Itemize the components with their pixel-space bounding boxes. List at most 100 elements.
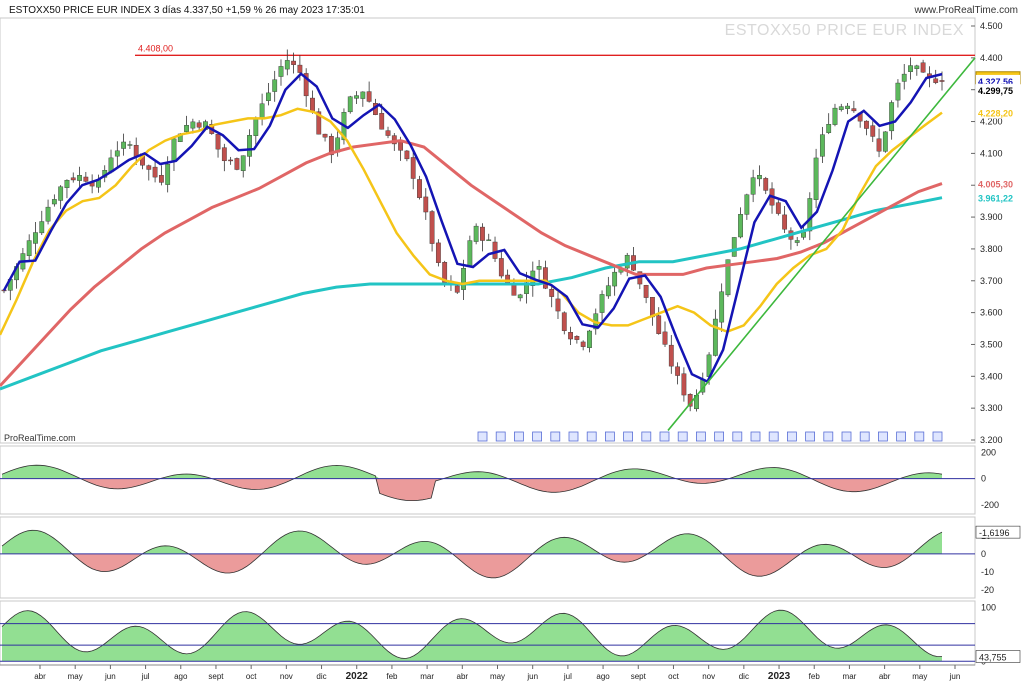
y-tick-label: 3.700: [980, 276, 1003, 286]
dividend-icon: [605, 431, 615, 442]
candle-body: [354, 95, 359, 99]
candle-body: [624, 254, 630, 269]
candle-body: [681, 373, 687, 396]
candle-body: [662, 331, 668, 345]
dividend-icon: [768, 431, 779, 442]
dividend-icon: [859, 431, 870, 442]
candle-body: [574, 336, 580, 340]
dividend-icon: [641, 431, 652, 442]
x-tick-label: jul: [563, 672, 572, 681]
dividend-icon: [696, 431, 706, 442]
dividend-icon: [714, 431, 724, 442]
candle-body: [328, 135, 334, 156]
candle-body: [757, 175, 762, 180]
candle-body: [712, 318, 718, 356]
candle-body: [933, 78, 939, 83]
candle-body: [379, 113, 385, 130]
candle-body: [240, 155, 246, 171]
candle-body: [668, 344, 674, 367]
candle-body: [775, 202, 781, 214]
osc-tick-label: 200: [981, 447, 996, 457]
x-tick-label: mar: [420, 672, 434, 681]
y-tick-label: 4.200: [980, 117, 1003, 127]
x-tick-label: abr: [457, 672, 469, 681]
candle-body: [64, 179, 70, 188]
x-tick-label: ago: [596, 672, 610, 681]
ma-yellow-line: [0, 107, 943, 336]
dividend-icon: [568, 431, 579, 442]
candle-body: [284, 60, 290, 70]
candle-body: [832, 107, 838, 125]
dividend-icon: [914, 431, 925, 442]
candle-body: [731, 237, 737, 257]
osc-tick-label: 0: [981, 549, 986, 559]
y-tick-label: 3.900: [980, 212, 1003, 222]
candle-body: [184, 125, 189, 133]
osc-current-box: [975, 525, 1021, 539]
candle-body: [58, 186, 64, 201]
x-tick-label: abr: [879, 672, 891, 681]
candle-body: [838, 106, 844, 110]
prorealtime-logo[interactable]: www.ProRealTime.com: [914, 5, 1018, 16]
candle-body: [360, 91, 366, 99]
dividend-icon: [623, 431, 633, 442]
y-tick-label: 4.400: [980, 53, 1003, 63]
dividend-icon: [896, 431, 906, 442]
candle-body: [498, 258, 504, 277]
osc-tick-label: -10: [981, 567, 994, 577]
osc-positive-area: [2, 610, 942, 662]
candle-body: [738, 214, 743, 238]
candle-body: [782, 214, 788, 230]
x-tick-label: ago: [174, 672, 188, 681]
candle-body: [228, 159, 234, 162]
candle-body: [51, 199, 57, 205]
candle-body: [171, 138, 177, 162]
candle-body: [347, 96, 353, 113]
candle-body: [675, 366, 680, 376]
candle-body: [310, 97, 315, 113]
watermark: ESTOXX50 PRICE EUR INDEX: [724, 22, 964, 39]
candle-body: [568, 332, 573, 340]
dividend-icon: [550, 431, 561, 442]
dividend-icon: [532, 431, 542, 442]
candle-body: [190, 121, 196, 129]
candle-body: [467, 240, 473, 267]
candle-body: [605, 285, 611, 297]
candle-body: [845, 105, 850, 109]
candle-body: [813, 157, 819, 200]
panel-frame: [0, 17, 976, 444]
candle-body: [480, 226, 485, 241]
candle-body: [278, 66, 284, 77]
candle-body: [83, 176, 89, 182]
candle-body: [247, 135, 252, 157]
candle-body: [656, 315, 662, 334]
candle-body: [461, 267, 466, 290]
dividend-icon: [495, 431, 506, 442]
osc-line: [1, 529, 943, 579]
candle-body: [158, 175, 164, 183]
candle-body: [555, 298, 561, 312]
candle-body: [826, 124, 832, 133]
x-tick-label: 2022: [346, 671, 369, 682]
resistance-label: 4.408,00: [138, 43, 173, 53]
x-tick-label: jul: [141, 672, 150, 681]
candle-body: [454, 285, 460, 293]
price-label: 4.299,75: [978, 86, 1013, 96]
candle-body: [492, 241, 498, 259]
candle-body: [435, 242, 441, 263]
price-label: 4.228,20: [978, 109, 1013, 119]
trendline: [667, 57, 976, 431]
chart-header: ESTOXX50 PRICE EUR INDEX 3 días 4.337,50…: [0, 0, 1024, 18]
candle-body: [39, 221, 45, 234]
candle-body: [819, 134, 825, 157]
candle-body: [895, 82, 901, 101]
candle-body: [763, 178, 769, 191]
osc-current-label: 43,755: [979, 653, 1007, 663]
osc-current-label: -1,6196: [979, 528, 1010, 538]
ma-cyan-line: [0, 196, 943, 391]
candle-body: [650, 297, 655, 318]
candle-body: [473, 225, 479, 242]
x-tick-label: nov: [702, 672, 715, 681]
candle-body: [719, 291, 725, 323]
y-tick-label: 3.300: [980, 403, 1003, 413]
